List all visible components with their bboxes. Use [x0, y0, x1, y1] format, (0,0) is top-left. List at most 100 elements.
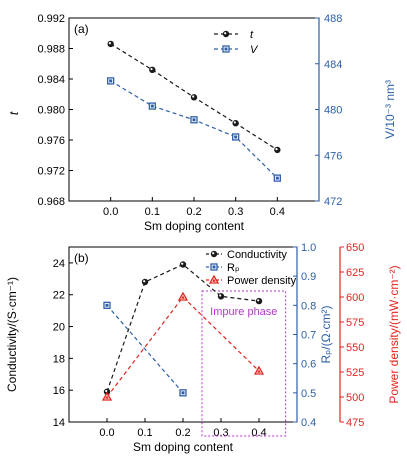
data-point-Rₚ-center [181, 391, 185, 395]
data-point-Power density-center [181, 295, 185, 299]
x-axis-label: Sm doping content [144, 219, 245, 233]
x-tick-label: 0.3 [228, 206, 243, 218]
left-tick-label: 0.976 [37, 135, 65, 147]
data-point-Conductivity-highlight [219, 294, 222, 297]
data-point-Conductivity [141, 278, 149, 286]
right-tick-label: 472 [324, 196, 342, 208]
right2-tick-label: 625 [346, 267, 364, 279]
left-tick-label: 0.988 [37, 44, 65, 56]
left-tick-label: 0.984 [37, 74, 65, 86]
x-tick-label: 0.2 [175, 427, 190, 439]
right2-tick-label: 525 [346, 367, 364, 379]
data-point-Power density-center [105, 395, 109, 399]
right2-tick-label: 600 [346, 292, 364, 304]
data-point-t-highlight [233, 121, 236, 124]
left-tick-label: 0.972 [37, 166, 65, 178]
right-tick-label: 488 [324, 13, 342, 25]
data-point-V-center [192, 118, 196, 122]
data-point-Conductivity [217, 293, 225, 300]
data-point-Rₚ-center [105, 303, 109, 307]
legend-label-Conductivity: Conductivity [227, 249, 287, 261]
legend-marker-highlight [212, 252, 215, 255]
data-point-t [107, 40, 114, 48]
x-tick-label: 0.1 [145, 206, 160, 218]
right-tick-label: 480 [324, 105, 342, 117]
data-point-Conductivity-highlight [257, 299, 260, 302]
right1-tick-label: 0.6 [301, 359, 316, 371]
legend-marker-center [212, 278, 216, 282]
right1-tick-label: 0.9 [301, 271, 316, 283]
data-point-t [149, 66, 156, 74]
series-line-Power density [106, 296, 260, 398]
data-point-V-center [150, 104, 154, 108]
right2-tick-label: 475 [346, 417, 364, 429]
data-point-t-highlight [192, 95, 195, 98]
plot-frame [68, 17, 320, 202]
data-point-t-highlight [150, 67, 153, 71]
data-point-t [190, 94, 198, 101]
right-axis-label: V/10⁻³ nm³ [383, 80, 397, 139]
left-tick-label: 14 [53, 417, 65, 429]
legend-marker-center [212, 265, 216, 269]
x-tick-label: 0.4 [251, 427, 266, 439]
legend-marker-highlight [224, 32, 227, 35]
right1-tick-label: 0.7 [301, 330, 316, 342]
legend-label-V: V [250, 44, 259, 56]
legend-label-t: t [250, 29, 254, 41]
x-tick-label: 0.0 [99, 427, 114, 439]
data-point-Conductivity-highlight [105, 389, 108, 393]
legend-marker [222, 30, 230, 38]
right1-tick-label: 0.5 [301, 388, 316, 400]
impure-phase-label: Impure phase [210, 306, 277, 318]
left-tick-label: 0.980 [37, 105, 65, 117]
panel-b: 14 16 18 20 22 24 0.4 0.5 0.6 0.7 0.8 0.9 1.0 475 500 5… [5, 242, 401, 454]
right2-tick-label: 650 [346, 242, 364, 254]
legend-label-Rₚ: Rₚ [227, 262, 240, 274]
series-line-Rₚ [106, 304, 184, 394]
data-point-Power density-center [257, 369, 261, 373]
right2-tick-label: 550 [346, 342, 364, 354]
left-tick-label: 18 [53, 353, 65, 365]
x-axis-label: Sm doping content [133, 440, 234, 454]
legend-marker-center [224, 47, 228, 51]
legend-label-Power density: Power density [227, 275, 297, 287]
left-axis-label: t [7, 111, 21, 115]
right2-tick-label: 500 [346, 392, 364, 404]
panel-label: (b) [74, 251, 89, 265]
data-point-Conductivity-highlight [181, 262, 184, 265]
panel-a: 0.968 0.972 0.976 0.980 0.984 0.988 0.992 472 47… [7, 13, 397, 233]
left-tick-label: 0.992 [37, 13, 65, 25]
impure-phase-box [201, 290, 287, 437]
data-point-t [274, 146, 281, 154]
x-tick-label: 0.1 [137, 427, 152, 439]
right2-tick-label: 575 [346, 317, 364, 329]
x-tick-label: 0.2 [186, 206, 201, 218]
right1-tick-label: 0.8 [301, 300, 316, 312]
right1-axis-label: Rₚ/(Ω·cm²) [319, 305, 333, 363]
panel-label: (a) [74, 22, 89, 36]
data-point-Conductivity-highlight [143, 280, 146, 283]
data-point-Conductivity [179, 261, 187, 268]
data-point-t-highlight [108, 42, 111, 45]
x-tick-label: 0.0 [103, 206, 118, 218]
right2-axis-label: Power density/(mW·cm⁻²) [387, 265, 401, 403]
x-tick-label: 0.3 [213, 427, 228, 439]
right1-tick-label: 0.4 [301, 417, 316, 429]
data-point-V-center [275, 176, 279, 180]
data-point-V-center [234, 135, 238, 139]
data-point-t-highlight [275, 148, 278, 151]
x-tick-label: 0.4 [270, 206, 285, 218]
left-tick-label: 20 [53, 322, 65, 334]
right-tick-label: 484 [324, 59, 342, 71]
left-tick-label: 16 [53, 385, 65, 397]
data-point-t [232, 120, 239, 127]
left-tick-label: 0.968 [37, 196, 65, 208]
left-tick-label: 22 [53, 290, 65, 302]
data-point-Conductivity [255, 297, 263, 305]
data-point-V-center [109, 79, 113, 83]
right1-tick-label: 1.0 [301, 242, 316, 254]
right-tick-label: 476 [324, 150, 342, 162]
legend-marker [210, 250, 218, 258]
